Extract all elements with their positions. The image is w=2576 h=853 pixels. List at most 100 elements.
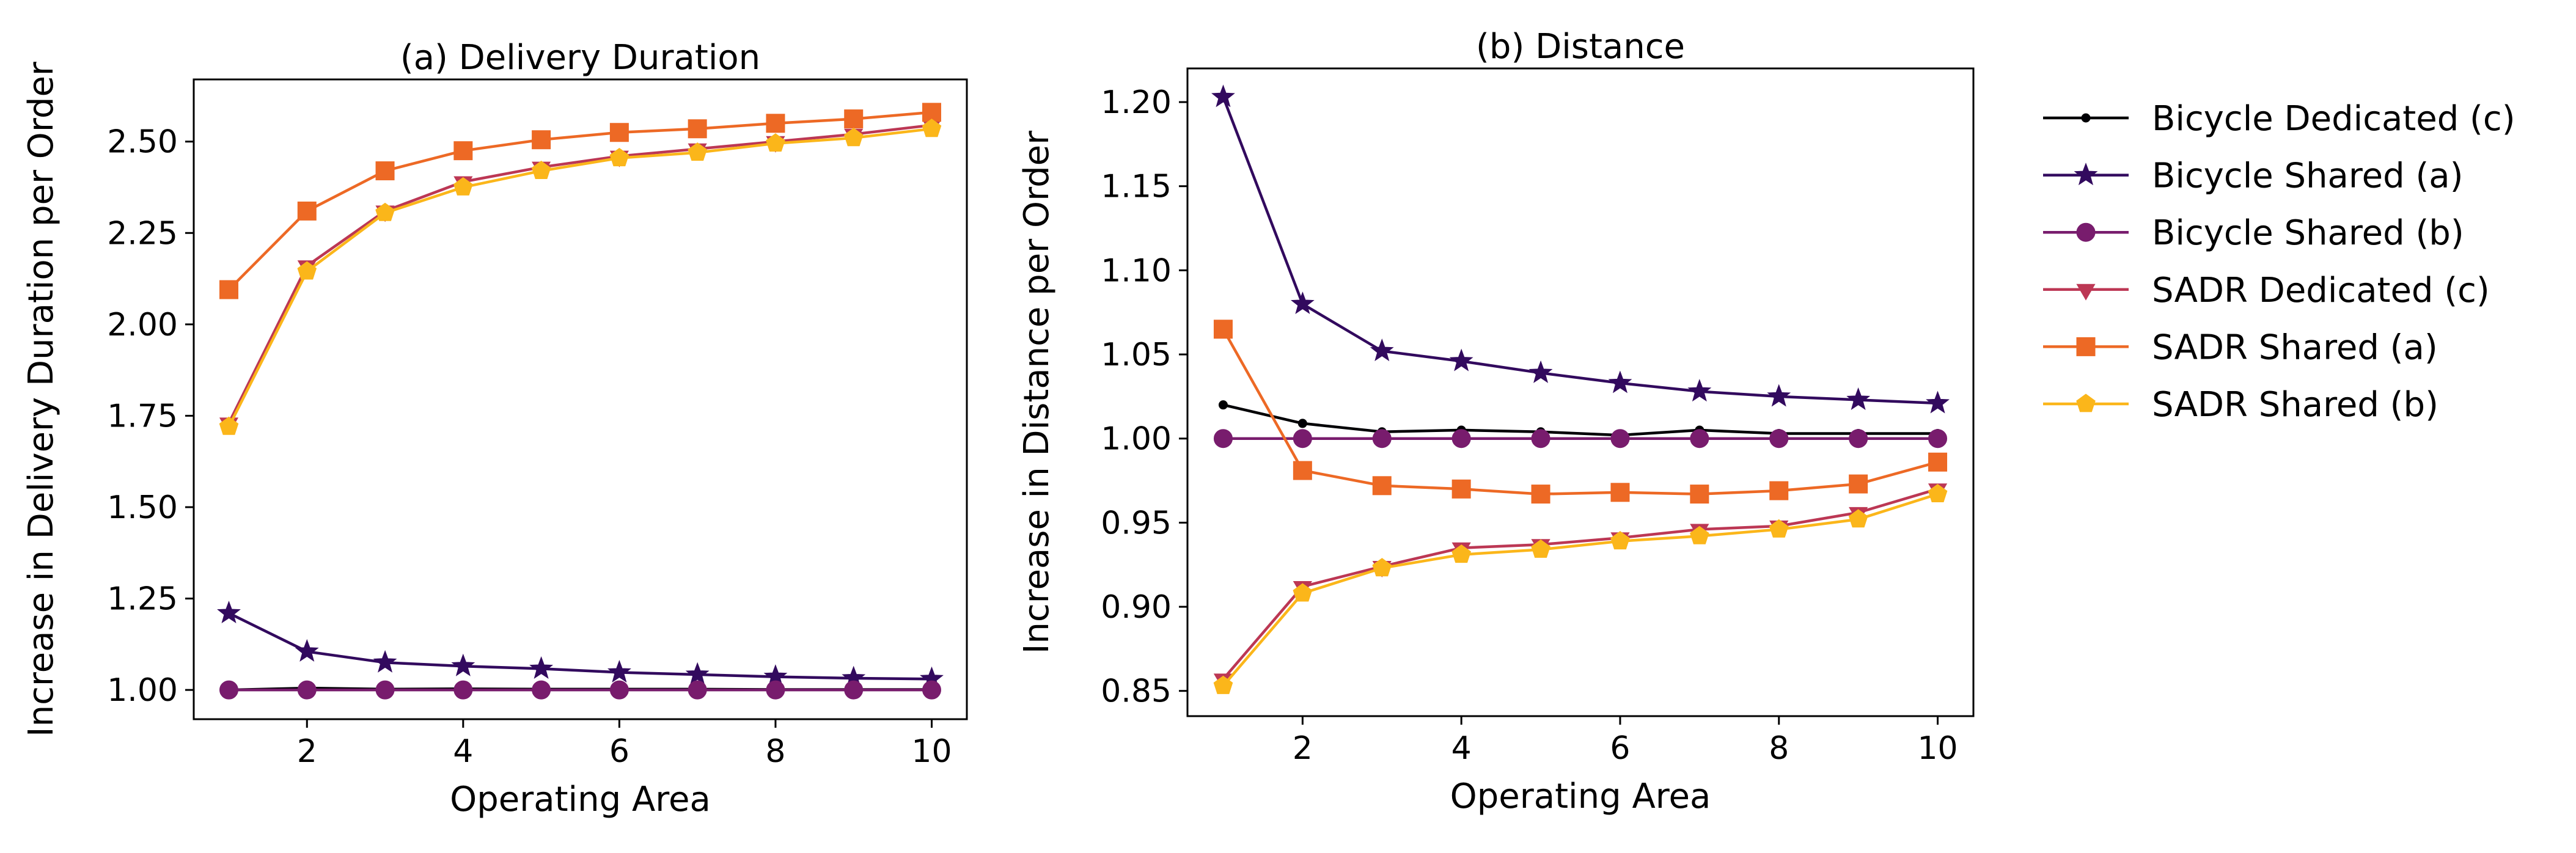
data-point-bicycle-shared-a bbox=[1290, 291, 1315, 314]
x-tick-label-a: 10 bbox=[911, 733, 952, 770]
legend-label: Bicycle Shared (b) bbox=[2152, 213, 2464, 253]
y-tick-label-b: 1.05 bbox=[1101, 337, 1172, 373]
data-point-bicycle-shared-a bbox=[529, 656, 554, 679]
y-tick-label-a: 1.75 bbox=[107, 398, 178, 434]
x-axis-label-a: Operating Area bbox=[450, 780, 711, 819]
data-point-sadr-shared-b bbox=[843, 128, 864, 147]
data-point-sadr-shared-b bbox=[1293, 583, 1313, 602]
data-point-bicycle-shared-a bbox=[1926, 390, 1950, 414]
data-point-sadr-shared-a bbox=[844, 109, 864, 129]
y-tick-label-b: 0.85 bbox=[1101, 673, 1172, 710]
data-point-bicycle-shared-b bbox=[844, 680, 864, 700]
data-point-bicycle-shared-b bbox=[1531, 429, 1550, 448]
legend-label: SADR Shared (b) bbox=[2152, 385, 2438, 425]
legend-marker bbox=[2076, 337, 2096, 356]
legend-label: SADR Dedicated (c) bbox=[2152, 271, 2490, 310]
x-tick-label-b: 2 bbox=[1293, 730, 1313, 767]
legend-entry-sadr-shared-a: SADR Shared (a) bbox=[2043, 328, 2438, 367]
data-point-bicycle-shared-a bbox=[1528, 360, 1553, 383]
series-bicycle-shared-b-a bbox=[219, 680, 941, 700]
data-point-sadr-shared-b bbox=[1372, 558, 1392, 577]
x-axis-label-b: Operating Area bbox=[1450, 777, 1711, 816]
series-line-sadr-dedicated-c bbox=[1222, 488, 1939, 680]
series-sadr-shared-b-a bbox=[219, 119, 942, 435]
data-point-sadr-shared-a bbox=[1451, 479, 1471, 499]
y-tick-label-a: 2.00 bbox=[107, 307, 178, 343]
data-point-sadr-shared-a bbox=[532, 130, 551, 150]
legend-entry-sadr-shared-b: SADR Shared (b) bbox=[2043, 385, 2438, 425]
y-tick-label-a: 2.50 bbox=[107, 124, 178, 161]
legend-label: SADR Shared (a) bbox=[2152, 328, 2438, 367]
legend-marker bbox=[2076, 222, 2096, 242]
data-point-sadr-shared-a bbox=[1849, 474, 1868, 494]
y-tick-label-a: 1.50 bbox=[107, 489, 178, 526]
data-point-sadr-shared-b bbox=[1928, 483, 1948, 502]
data-point-bicycle-shared-b bbox=[453, 680, 473, 700]
series-sadr-shared-a-b bbox=[1213, 320, 1948, 504]
data-point-sadr-shared-b bbox=[1769, 519, 1789, 538]
data-point-sadr-shared-a bbox=[688, 119, 707, 139]
y-tick-label-b: 1.15 bbox=[1101, 169, 1172, 205]
data-point-sadr-shared-a bbox=[1610, 483, 1630, 502]
series-bicycle-shared-b-b bbox=[1213, 429, 1948, 448]
data-point-sadr-shared-b bbox=[219, 416, 239, 435]
series-line-bicycle-dedicated-c bbox=[1222, 403, 1938, 437]
data-point-sadr-shared-a bbox=[1213, 320, 1233, 339]
data-point-sadr-shared-b bbox=[1451, 544, 1471, 563]
y-tick-label-b: 0.90 bbox=[1101, 589, 1172, 626]
data-point-sadr-shared-a bbox=[1928, 452, 1948, 472]
data-point-bicycle-shared-b bbox=[1610, 429, 1630, 448]
data-point-sadr-shared-b bbox=[297, 261, 317, 280]
data-point-bicycle-shared-b bbox=[609, 680, 629, 700]
data-point-bicycle-shared-a bbox=[1449, 348, 1473, 372]
data-point-bicycle-shared-a bbox=[373, 650, 397, 673]
legend-entry-sadr-dedicated-c: SADR Dedicated (c) bbox=[2043, 271, 2490, 310]
data-point-sadr-shared-a bbox=[1293, 461, 1312, 480]
series-sadr-dedicated-c-a bbox=[219, 119, 942, 434]
data-point-sadr-shared-a bbox=[609, 123, 629, 142]
series-line-bicycle-shared-a bbox=[1222, 96, 1938, 405]
series-line-sadr-shared-b bbox=[1222, 492, 1939, 687]
data-point-sadr-shared-b bbox=[688, 142, 707, 161]
plot-frame-a bbox=[193, 78, 968, 720]
data-point-sadr-shared-a bbox=[375, 161, 395, 181]
data-point-bicycle-shared-b bbox=[219, 680, 238, 700]
data-point-sadr-shared-a bbox=[1690, 485, 1709, 504]
series-sadr-shared-b-b bbox=[1213, 483, 1948, 694]
data-point-sadr-shared-a bbox=[297, 201, 317, 221]
data-point-bicycle-shared-a bbox=[295, 639, 319, 662]
y-axis-label-a: Increase in Delivery Duration per Order bbox=[21, 61, 61, 737]
data-point-bicycle-shared-a bbox=[685, 662, 710, 685]
series-bicycle-dedicated-c-b bbox=[1218, 400, 1943, 440]
x-tick-label-a: 4 bbox=[453, 733, 473, 770]
data-point-bicycle-shared-b bbox=[297, 680, 317, 700]
data-point-bicycle-shared-a bbox=[1370, 339, 1394, 362]
data-point-sadr-shared-a bbox=[766, 114, 785, 133]
x-tick-label-b: 10 bbox=[1917, 730, 1958, 767]
data-point-bicycle-shared-a bbox=[1608, 370, 1632, 394]
x-tick-label-a: 8 bbox=[765, 733, 785, 770]
series-bicycle-shared-a-b bbox=[1211, 84, 1950, 414]
data-point-bicycle-shared-a bbox=[451, 653, 475, 676]
legend-entry-bicycle-shared-b: Bicycle Shared (b) bbox=[2043, 213, 2464, 253]
y-tick-label-b: 0.95 bbox=[1101, 505, 1172, 541]
data-point-bicycle-shared-b bbox=[1690, 429, 1709, 448]
data-point-bicycle-dedicated-c bbox=[1218, 400, 1228, 410]
data-point-sadr-shared-a bbox=[1531, 485, 1550, 504]
series-line-sadr-shared-a bbox=[227, 111, 932, 291]
data-point-bicycle-shared-a bbox=[217, 601, 241, 624]
data-point-sadr-shared-a bbox=[1769, 481, 1789, 500]
data-point-sadr-shared-b bbox=[1690, 525, 1709, 544]
data-point-sadr-shared-b bbox=[453, 177, 473, 196]
legend: Bicycle Dedicated (c) Bicycle Shared (a) B… bbox=[2043, 99, 2515, 425]
data-point-bicycle-shared-b bbox=[688, 680, 707, 700]
plot-frame-b bbox=[1186, 67, 1975, 717]
x-tick-label-b: 4 bbox=[1451, 730, 1472, 767]
legend-entry-bicycle-shared-a: Bicycle Shared (a) bbox=[2043, 156, 2463, 196]
data-point-bicycle-shared-a bbox=[1846, 387, 1871, 410]
series-line-sadr-shared-a bbox=[1222, 328, 1939, 496]
y-tick-label-b: 1.10 bbox=[1101, 252, 1172, 289]
y-tick-label-a: 1.25 bbox=[107, 581, 178, 618]
chart-title-a: (a) Delivery Duration bbox=[400, 38, 760, 78]
